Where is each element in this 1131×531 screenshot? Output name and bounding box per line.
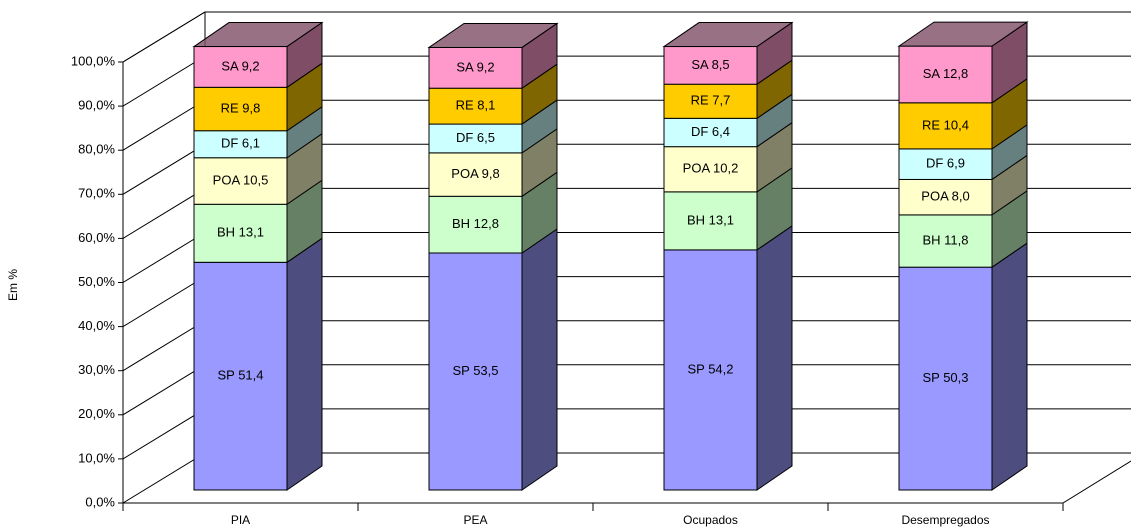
data-label: POA 9,8 [451,166,499,181]
bar [428,46,523,89]
bar [428,252,523,491]
bar [898,214,993,268]
data-label: RE 10,4 [922,117,969,132]
y-tick-label: 0,0% [85,494,115,509]
bar [898,266,993,491]
bar [193,46,288,88]
bar [663,249,758,491]
data-label: BH 13,1 [217,225,264,240]
data-label: RE 8,1 [456,98,496,113]
y-tick-label: 30,0% [78,362,115,377]
bar [663,146,758,193]
bar-side [756,224,793,491]
grid-line [122,11,1131,63]
data-label: BH 11,8 [922,232,968,247]
bar-top [192,22,324,48]
y-tick-label: 60,0% [78,230,115,245]
data-label: SA 8,5 [691,57,729,72]
bar [663,83,758,119]
bar [663,191,758,251]
x-tick-label: PEA [463,513,487,527]
data-label: POA 10,2 [683,161,739,176]
data-label: DF 6,1 [221,136,260,151]
data-label: BH 12,8 [452,216,499,231]
y-tick-label: 10,0% [78,450,115,465]
data-label: SP 53,5 [452,363,498,378]
y-tick-label: 80,0% [78,142,115,157]
bar [663,46,758,85]
data-label: SP 54,2 [687,361,733,376]
data-label: SA 9,2 [221,58,259,73]
data-label: DF 6,4 [691,124,730,139]
bar [193,157,288,205]
data-label: SP 51,4 [217,368,263,383]
data-label: RE 7,7 [691,93,731,108]
y-tick-label: 70,0% [78,186,115,201]
data-label: SP 50,3 [922,370,968,385]
data-label: SA 12,8 [923,66,969,81]
bar-top [662,22,794,48]
data-label: POA 10,5 [213,172,269,187]
y-axis-label: Em % [6,269,20,301]
y-tick-label: 90,0% [78,98,115,113]
data-label: RE 9,8 [221,100,261,115]
bar [193,130,288,159]
x-tick-label: Ocupados [683,513,738,527]
x-tick-label: PIA [231,513,250,527]
bar-side [521,228,558,491]
bar [428,195,523,254]
y-tick-label: 40,0% [78,318,115,333]
data-label: DF 6,9 [926,156,965,171]
bar-side [286,237,323,491]
bar-top [897,21,1029,47]
bar-top [427,22,559,48]
bar [428,123,523,154]
bar [663,117,758,148]
bar-side [991,242,1028,491]
bar [898,178,993,216]
y-tick-label: 20,0% [78,406,115,421]
bar [898,102,993,150]
y-tick-label: 100,0% [71,53,116,68]
bar [428,87,523,125]
data-label: BH 13,1 [687,212,734,227]
bar [193,86,288,132]
x-tick-label: Desempregados [901,513,989,527]
data-label: SA 9,2 [456,59,494,74]
bar [898,148,993,180]
data-label: DF 6,5 [456,130,495,145]
bar [193,203,288,263]
data-label: POA 8,0 [921,189,969,204]
y-tick-label: 50,0% [78,274,115,289]
bar [193,261,288,491]
